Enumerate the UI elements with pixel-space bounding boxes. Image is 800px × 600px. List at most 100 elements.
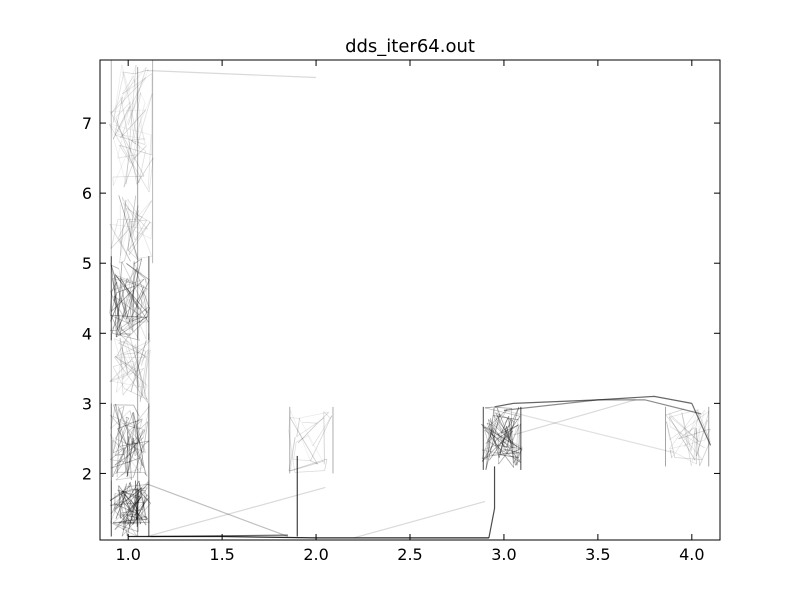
trajectory-segment bbox=[121, 335, 147, 358]
trajectory-segment bbox=[121, 64, 137, 105]
trajectory-segment bbox=[119, 337, 128, 375]
trajectory-segment bbox=[114, 355, 148, 386]
trajectory-segment bbox=[499, 418, 512, 454]
trajectory-segment bbox=[290, 436, 296, 472]
trajectory-segment bbox=[140, 490, 146, 524]
trajectory-segment bbox=[699, 441, 711, 466]
trajectory-segment bbox=[131, 243, 138, 258]
trajectory-segment bbox=[678, 428, 711, 440]
trajectory-segment bbox=[129, 321, 149, 323]
trajectory-segment bbox=[148, 157, 154, 193]
trajectory-segment bbox=[121, 317, 148, 332]
trajectory-segment bbox=[117, 154, 137, 159]
trajectory-segment bbox=[113, 503, 139, 515]
trajectory-segment bbox=[121, 79, 135, 105]
trajectory-segment bbox=[131, 441, 138, 445]
trajectory-segment bbox=[145, 278, 147, 283]
x-axis: 1.0 1.5 2.0 2.5 3.0 3.5 4.0 bbox=[115, 60, 705, 564]
trajectory-segment bbox=[128, 298, 147, 340]
trajectory-segment bbox=[133, 210, 139, 231]
trajectory-segment bbox=[114, 453, 125, 456]
trajectory-segment bbox=[115, 438, 146, 453]
trajectory-segment bbox=[136, 494, 148, 521]
trajectory-path bbox=[503, 409, 674, 453]
trajectory-segment bbox=[123, 354, 136, 376]
trajectory-segment bbox=[137, 291, 144, 339]
trajectory-segment bbox=[516, 423, 521, 466]
x-tick-label: 1.0 bbox=[115, 545, 140, 564]
trajectory-segment bbox=[665, 408, 685, 416]
trajectory-segment bbox=[132, 93, 153, 160]
trajectory-segment bbox=[669, 426, 705, 449]
trajectory-segment bbox=[507, 418, 518, 466]
trajectory-segment bbox=[133, 210, 139, 227]
trajectory-segment bbox=[119, 298, 133, 326]
trajectory-segment bbox=[123, 92, 142, 188]
trajectory-segment bbox=[109, 367, 144, 383]
trajectory-segment bbox=[118, 405, 125, 410]
trajectory-segment bbox=[112, 439, 143, 467]
trajectory-segment bbox=[139, 307, 151, 324]
trajectory-segment bbox=[112, 278, 131, 284]
trajectory-segment bbox=[127, 199, 130, 217]
trajectory-segment bbox=[495, 412, 514, 422]
trajectory-segment bbox=[122, 75, 134, 95]
trajectory-segment bbox=[126, 278, 131, 284]
trajectory-segment bbox=[110, 219, 119, 249]
trajectory-segment bbox=[503, 448, 520, 454]
trajectory-segment bbox=[120, 278, 140, 310]
trajectory-segment bbox=[123, 515, 128, 519]
trajectory-segment bbox=[666, 421, 671, 440]
trajectory-segment bbox=[135, 480, 138, 527]
trajectory-segment bbox=[512, 423, 521, 440]
trajectory-segment bbox=[132, 261, 135, 332]
trajectory-segment bbox=[112, 72, 125, 124]
trajectory-segment bbox=[115, 429, 134, 475]
trajectory-segment bbox=[684, 409, 699, 448]
trajectory-segment bbox=[122, 373, 125, 380]
trajectory-segment bbox=[501, 424, 519, 434]
trajectory-segment bbox=[293, 459, 311, 462]
trajectory-segment bbox=[115, 349, 151, 393]
trajectory-segment bbox=[121, 64, 141, 150]
trajectory-segment bbox=[669, 410, 710, 441]
trajectory-segment bbox=[296, 417, 301, 437]
trajectory-segment bbox=[122, 73, 153, 95]
trajectory-segment bbox=[512, 420, 515, 424]
trajectory-segment bbox=[310, 415, 333, 462]
trajectory-segment bbox=[110, 522, 138, 537]
trajectory-segment bbox=[485, 409, 508, 444]
trajectory-segment bbox=[139, 421, 149, 430]
trajectory-segment bbox=[133, 404, 140, 417]
trajectory-segment bbox=[119, 144, 152, 156]
x-tick-label: 2.0 bbox=[303, 545, 328, 564]
trajectory-segment bbox=[694, 427, 696, 461]
trajectory-segment bbox=[120, 327, 130, 337]
trajectory-segment bbox=[127, 487, 148, 491]
trajectory-segment bbox=[669, 416, 696, 461]
trajectory-segment bbox=[109, 288, 148, 331]
trajectory-segment bbox=[671, 409, 705, 459]
trajectory-segment bbox=[485, 418, 492, 460]
trajectory-segment bbox=[127, 249, 139, 261]
trajectory-segment bbox=[289, 417, 318, 465]
trajectory-segment bbox=[134, 514, 147, 518]
trajectory-segment bbox=[118, 195, 139, 259]
trajectory-segment bbox=[110, 263, 134, 332]
trajectory-segment bbox=[681, 412, 692, 451]
trajectory-segment bbox=[128, 318, 147, 337]
trajectory-segment bbox=[120, 199, 127, 244]
trajectory-segment bbox=[113, 404, 131, 456]
trajectory-segment bbox=[690, 410, 705, 466]
trajectory-segment bbox=[109, 224, 131, 262]
trajectory-segment bbox=[125, 417, 130, 451]
trajectory-segment bbox=[135, 494, 148, 506]
trajectory-segment bbox=[130, 340, 147, 393]
trajectory-path bbox=[513, 399, 636, 436]
trajectory-segment bbox=[123, 340, 140, 388]
trajectory-segment bbox=[135, 416, 140, 429]
trajectory-segment bbox=[112, 522, 139, 533]
trajectory-cluster bbox=[109, 403, 150, 481]
trajectory-segment bbox=[120, 221, 130, 244]
trajectory-segment bbox=[118, 516, 147, 523]
